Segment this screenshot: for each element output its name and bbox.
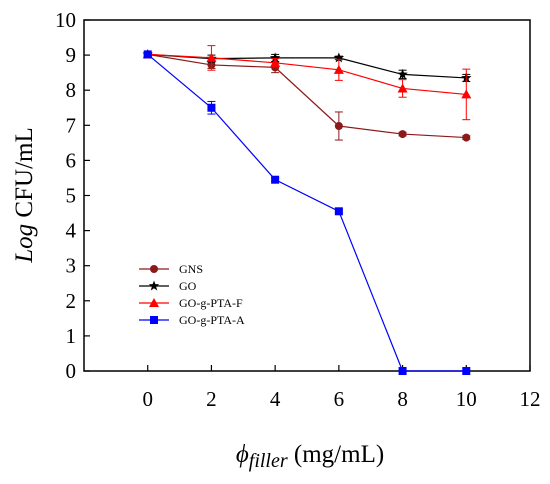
legend-label: GO-g-PTA-A: [179, 313, 245, 327]
data-point: [334, 207, 343, 216]
x-tick-label: 0: [142, 387, 153, 411]
x-axis-title: ϕfiller (mg/mL): [236, 441, 384, 472]
data-point: [398, 130, 407, 139]
x-tick-label: 2: [206, 387, 217, 411]
data-point: [333, 52, 345, 63]
x-tick-label: 6: [334, 387, 345, 411]
y-tick-label: 9: [66, 43, 77, 67]
y-tick-label: 1: [66, 324, 77, 348]
data-point: [462, 133, 471, 142]
legend-item: GO-g-PTA-F: [139, 296, 243, 310]
data-point: [206, 52, 217, 62]
y-axis-title-rest: CFU/mL: [11, 127, 38, 224]
y-tick-label: 0: [66, 359, 77, 383]
data-point: [271, 175, 280, 184]
legend-label: GO: [179, 279, 197, 293]
legend-label: GNS: [179, 262, 203, 276]
y-tick-label: 3: [66, 254, 77, 278]
x-axis-title-subscript: filler: [249, 450, 288, 472]
svg-text:Log CFU/mL: Log CFU/mL: [11, 127, 38, 263]
data-point: [207, 103, 216, 112]
legend-marker: [150, 316, 158, 324]
series-line: [147, 53, 467, 96]
legend-marker: [148, 280, 160, 291]
data-point: [269, 52, 281, 63]
y-tick-label: 10: [55, 8, 76, 32]
data-point: [143, 50, 152, 59]
legend-item: GO-g-PTA-A: [139, 313, 245, 327]
series-3: [143, 50, 471, 375]
x-tick-label: 10: [456, 387, 477, 411]
y-tick-label: 7: [66, 113, 77, 137]
x-axis-title-unit: (mg/mL): [288, 441, 385, 468]
data-point: [270, 57, 281, 67]
series-line: [147, 53, 467, 372]
x-tick-label: 8: [397, 387, 408, 411]
legend-marker: [149, 298, 159, 307]
x-tick-label: 12: [520, 387, 541, 411]
x-tick-label: 4: [270, 387, 281, 411]
data-point: [397, 83, 408, 93]
data-point: [461, 89, 472, 99]
data-point: [333, 64, 344, 74]
y-axis-title: Log CFU/mL: [11, 127, 38, 263]
data-point: [462, 367, 471, 375]
series-0: [143, 50, 471, 142]
y-tick-label: 8: [66, 78, 77, 102]
data-point: [334, 122, 343, 131]
legend-item: GO: [139, 279, 197, 293]
series-line: [147, 53, 467, 139]
y-tick-label: 2: [66, 289, 77, 313]
legend: GNS GO GO-g-PTA-F GO-g-PTA-A: [139, 262, 245, 327]
y-axis-title-italic: Log: [11, 224, 38, 264]
data-point: [398, 367, 407, 375]
y-tick-label: 4: [66, 219, 77, 243]
series-2: [142, 45, 472, 121]
x-axis-title-symbol: ϕ: [236, 441, 249, 468]
series-1: [142, 48, 472, 83]
legend-marker: [150, 265, 158, 273]
legend-label: GO-g-PTA-F: [179, 296, 243, 310]
legend-item: GNS: [139, 262, 203, 276]
y-tick-label: 5: [66, 184, 77, 208]
data-point: [397, 68, 408, 79]
y-tick-label: 6: [66, 148, 77, 172]
